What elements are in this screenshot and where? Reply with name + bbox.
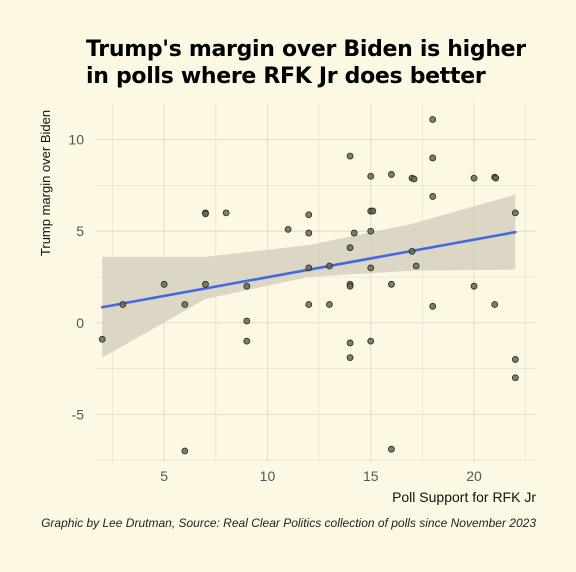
data-point <box>429 193 437 200</box>
y-tick-label: -5 <box>72 406 85 422</box>
data-point <box>181 447 189 455</box>
data-point <box>387 280 395 288</box>
data-point <box>222 209 230 217</box>
data-point <box>367 264 375 272</box>
data-point <box>243 337 251 345</box>
data-point <box>387 171 395 178</box>
data-point <box>202 210 209 218</box>
data-point <box>511 374 519 382</box>
data-point <box>119 301 127 308</box>
data-point <box>470 174 478 182</box>
data-point <box>346 282 354 290</box>
confidence-band <box>102 194 516 358</box>
data-point <box>387 445 395 453</box>
data-point <box>284 225 292 233</box>
data-point <box>369 207 377 215</box>
chart-title-line-1: Trump's margin over Biden is higher <box>86 37 526 62</box>
data-point <box>98 335 106 343</box>
data-point <box>305 229 313 237</box>
x-tick-label: 20 <box>466 468 482 484</box>
data-point <box>346 244 354 252</box>
y-tick-label: 0 <box>76 315 84 331</box>
x-axis-label: Poll Support for RFK Jr <box>392 489 536 505</box>
x-tick-label: 15 <box>363 468 379 484</box>
data-point <box>243 282 251 290</box>
data-point <box>181 301 189 308</box>
points-layer <box>98 116 519 455</box>
data-point <box>367 172 375 180</box>
data-point <box>160 280 168 288</box>
confidence-band-layer <box>102 194 516 358</box>
data-point <box>470 282 478 290</box>
data-point <box>492 174 500 182</box>
data-point <box>408 247 416 255</box>
data-point <box>346 152 354 160</box>
x-tick-label: 10 <box>260 468 276 484</box>
data-point <box>346 339 354 347</box>
data-point <box>326 262 333 270</box>
y-axis-label: Trump margin over Biden <box>38 110 53 256</box>
data-point <box>429 302 437 310</box>
data-point <box>350 229 358 237</box>
data-point <box>367 337 375 345</box>
data-point <box>410 175 418 183</box>
data-point <box>511 356 519 363</box>
y-tick-label: 5 <box>76 223 84 239</box>
chart-title: Trump's margin over Biden is higher in p… <box>86 36 546 90</box>
data-point <box>429 116 437 123</box>
grid-layer <box>96 103 536 462</box>
data-point <box>326 301 333 308</box>
y-tick-label: 10 <box>68 132 84 148</box>
data-point <box>305 264 313 272</box>
data-point <box>305 301 313 308</box>
data-point <box>491 301 499 308</box>
data-point <box>305 211 313 219</box>
tick-labels-layer: 5 10 15 20 -5 0 5 10 <box>68 132 482 484</box>
data-point <box>511 209 519 217</box>
data-point <box>243 317 251 325</box>
data-point <box>346 354 354 361</box>
data-point <box>202 280 209 288</box>
data-point <box>412 262 420 270</box>
x-tick-label: 5 <box>160 468 168 484</box>
data-point <box>429 154 437 162</box>
source-caption: Graphic by Lee Drutman, Source: Real Cle… <box>41 516 536 530</box>
data-point <box>367 227 375 235</box>
chart-title-line-2: in polls where RFK Jr does better <box>86 64 486 89</box>
